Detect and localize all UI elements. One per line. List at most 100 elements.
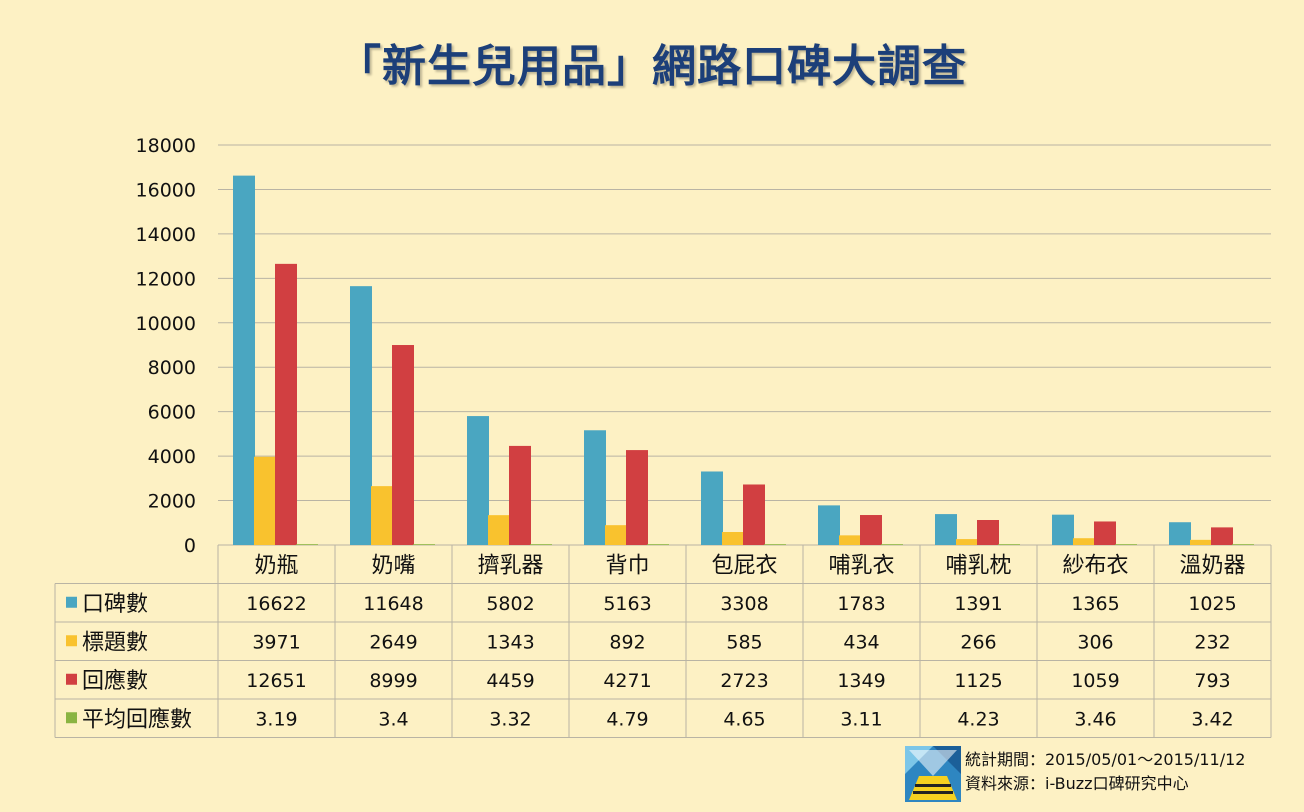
y-tick-label: 12000 [136, 268, 196, 290]
data-label: 11648 [363, 593, 423, 615]
data-label: 1783 [837, 593, 885, 615]
data-label: 12651 [246, 670, 306, 692]
ibuzz-logo-icon [905, 746, 961, 802]
bar-4 [413, 544, 435, 545]
data-label: 3.46 [1074, 708, 1116, 730]
data-label: 16622 [246, 593, 306, 615]
y-tick-label: 8000 [148, 357, 196, 379]
data-label: 4.65 [723, 708, 765, 730]
data-label: 1391 [954, 593, 1002, 615]
y-tick-label: 0 [184, 535, 196, 557]
footer-source: 資料來源：i-Buzz口碑研究中心 [965, 774, 1189, 793]
category-label: 紗布衣 [1062, 553, 1128, 578]
bar-2 [605, 525, 627, 545]
bar-4 [998, 544, 1020, 545]
bar-3 [977, 520, 999, 545]
category-label: 奶瓶 [254, 553, 298, 578]
data-label: 3.42 [1191, 708, 1233, 730]
bar-2 [371, 486, 393, 545]
category-label: 哺乳衣 [828, 553, 894, 578]
category-label: 奶嘴 [371, 553, 415, 578]
bar-3 [509, 445, 531, 545]
bar-1 [701, 471, 723, 545]
bar-3 [626, 450, 648, 545]
data-label: 3.4 [378, 708, 408, 730]
series-name: 平均回應數 [82, 706, 192, 732]
bar-1 [467, 416, 489, 545]
data-label: 4271 [603, 670, 651, 692]
data-label: 1059 [1071, 670, 1119, 692]
data-label: 585 [726, 631, 762, 653]
bar-4 [1115, 544, 1137, 545]
bar-4 [647, 544, 669, 545]
y-tick-label: 18000 [136, 135, 196, 157]
bar-2 [839, 535, 861, 545]
bar-1 [350, 286, 372, 545]
category-label: 擠乳器 [477, 553, 543, 578]
category-label: 包屁衣 [711, 553, 777, 578]
data-label: 2649 [369, 631, 417, 653]
bar-2 [1073, 538, 1095, 545]
series-name: 標題數 [82, 630, 148, 655]
data-label: 3.11 [840, 708, 882, 730]
bar-2 [722, 532, 744, 545]
data-label: 3.19 [255, 708, 297, 730]
bar-4 [530, 544, 552, 545]
data-label: 2723 [720, 670, 768, 692]
y-tick-label: 16000 [136, 179, 196, 201]
data-label: 266 [960, 631, 996, 653]
legend-key-1 [66, 596, 77, 608]
data-label: 1365 [1071, 593, 1119, 615]
data-label: 1349 [837, 670, 885, 692]
data-label: 232 [1194, 631, 1230, 653]
data-label: 4459 [486, 670, 534, 692]
legend-key-4 [66, 712, 77, 724]
y-tick-label: 6000 [148, 402, 196, 424]
y-tick-label: 4000 [148, 446, 196, 468]
bar-2 [1190, 539, 1212, 545]
series-name: 回應數 [82, 668, 148, 694]
data-label: 434 [843, 631, 879, 653]
bar-3 [860, 515, 882, 545]
bar-1 [1052, 514, 1074, 545]
data-label: 3.32 [489, 708, 531, 730]
data-label: 5163 [603, 593, 651, 615]
category-label: 背巾 [605, 553, 649, 578]
bar-4 [1232, 544, 1254, 545]
y-tick-label: 2000 [148, 491, 196, 513]
data-label: 1343 [486, 631, 534, 653]
bar-2 [488, 515, 510, 545]
chart-title: 「新生兒用品」網路口碑大調查 [337, 41, 967, 92]
data-label: 5802 [486, 593, 534, 615]
bar-3 [1094, 521, 1116, 545]
data-label: 3971 [252, 631, 300, 653]
data-label: 306 [1077, 631, 1113, 653]
legend-key-3 [66, 673, 77, 685]
series-name: 口碑數 [82, 592, 148, 617]
y-tick-label: 14000 [136, 224, 196, 246]
data-label: 1125 [954, 670, 1002, 692]
bar-4 [881, 544, 903, 545]
bar-3 [275, 263, 297, 545]
data-label: 1025 [1188, 593, 1236, 615]
footer: 統計期間：2015/05/01～2015/11/12 資料來源：i-Buzz口碑… [905, 744, 1300, 804]
bar-3 [743, 484, 765, 545]
bar-4 [296, 544, 318, 545]
footer-period: 統計期間：2015/05/01～2015/11/12 [965, 750, 1246, 769]
bar-1 [935, 514, 957, 545]
data-label: 4.23 [957, 708, 999, 730]
bar-1 [233, 175, 255, 545]
data-label: 4.79 [606, 708, 648, 730]
bar-1 [1169, 522, 1191, 545]
bar-2 [956, 539, 978, 545]
bar-2 [254, 456, 276, 545]
legend-key-2 [66, 635, 77, 647]
data-label: 892 [609, 631, 645, 653]
y-tick-label: 10000 [136, 313, 196, 335]
bar-3 [392, 345, 414, 545]
bar-4 [764, 544, 786, 545]
bar-1 [584, 430, 606, 545]
bar-3 [1211, 527, 1233, 545]
data-label: 3308 [720, 593, 768, 615]
